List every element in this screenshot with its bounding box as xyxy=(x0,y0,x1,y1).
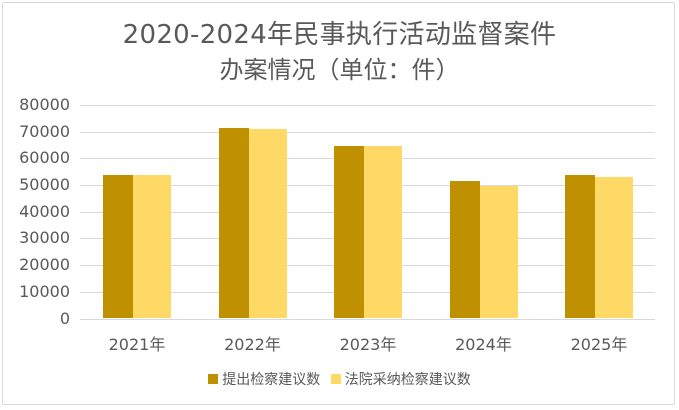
legend-item-adopted: 法院采纳检察建议数 xyxy=(330,369,471,389)
chart-title-line-1: 2020-2024年民事执行活动监督案件 xyxy=(122,20,557,50)
gridline xyxy=(80,105,655,106)
y-tick-label: 80000 xyxy=(19,95,70,114)
bar-adopted xyxy=(248,128,287,319)
bar-proposed xyxy=(103,174,133,319)
x-tick-label: 2024年 xyxy=(455,335,512,354)
legend-swatch-adopted xyxy=(330,374,341,384)
bar-proposed xyxy=(449,181,480,319)
legend-label-proposed: 提出检察建议数 xyxy=(222,372,321,388)
bar-proposed xyxy=(218,128,249,319)
bar-proposed xyxy=(334,146,364,319)
y-tick-label: 70000 xyxy=(19,122,70,141)
legend-item-proposed: 提出检察建议数 xyxy=(208,369,320,389)
y-tick-label: 60000 xyxy=(19,148,70,167)
bar-adopted xyxy=(133,175,171,319)
x-tick-label: 2021年 xyxy=(108,335,166,354)
bar-proposed xyxy=(565,174,595,319)
bar-adopted xyxy=(595,177,633,319)
chart-title-line-2: 办案情况（单位：件） xyxy=(219,56,460,84)
y-tick-label: 40000 xyxy=(19,202,70,221)
gridline xyxy=(80,132,655,133)
x-tick-label: 2022年 xyxy=(224,335,281,354)
y-tick-label: 50000 xyxy=(19,175,70,194)
y-tick-label: 20000 xyxy=(19,255,70,274)
legend-label-adopted: 法院采纳检察建议数 xyxy=(344,372,471,388)
legend-swatch-proposed xyxy=(208,374,219,384)
y-tick-label: 0 xyxy=(59,309,70,328)
x-tick-label: 2023年 xyxy=(339,335,397,354)
legend: 提出检察建议数 法院采纳检察建议数 xyxy=(0,369,679,389)
x-tick-label: 2025年 xyxy=(570,335,628,354)
bar-adopted xyxy=(364,146,402,319)
bar-adopted xyxy=(479,185,518,319)
y-tick-label: 30000 xyxy=(19,228,70,247)
gridline xyxy=(80,319,655,320)
y-tick-label: 10000 xyxy=(19,282,70,301)
